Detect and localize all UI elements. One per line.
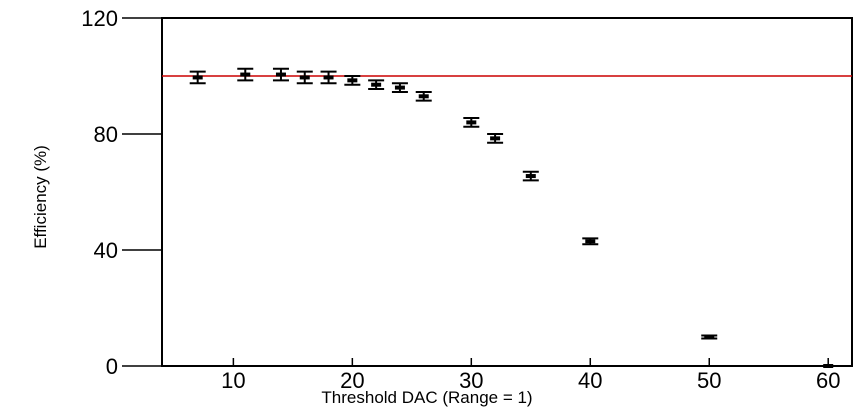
y-axis-label: Efficiency (%) [31,145,50,249]
point-marker [275,72,286,77]
point-marker [371,82,382,87]
point-marker [585,239,596,244]
point-marker [525,174,536,179]
data-point [415,90,432,102]
point-marker [418,94,429,99]
point-marker [323,75,334,80]
x-tick-label: 50 [697,368,721,393]
point-marker [192,75,203,80]
data-point [391,82,408,93]
data-point [823,364,834,368]
data-point [320,70,337,85]
axis-labels: Threshold DAC (Range = 1) Efficiency (%) [31,145,533,407]
y-tick-label: 80 [94,122,118,147]
data-point [272,67,289,82]
data-points [189,67,834,368]
data-point [296,70,313,85]
x-axis-label: Threshold DAC (Range = 1) [321,388,532,407]
point-marker [823,364,834,368]
x-tick-label: 60 [816,368,840,393]
data-point [463,117,480,128]
plot-frame [161,17,853,367]
y-tick-label: 0 [106,354,118,379]
point-marker [466,120,477,125]
point-marker [299,75,310,80]
x-tick-label: 40 [578,368,602,393]
data-point [344,75,361,86]
data-point [522,170,539,182]
y-tick-label: 40 [94,238,118,263]
data-point [189,70,206,85]
axes: 0 40 80 120 10 20 30 40 50 60 [81,6,853,393]
data-point [368,79,385,91]
point-marker [704,335,715,339]
point-marker [490,136,501,141]
x-tick-label: 10 [221,368,245,393]
data-point [701,334,718,340]
x-tick-label: 20 [340,368,364,393]
point-marker [347,78,358,83]
point-marker [240,72,251,77]
data-point [237,67,254,82]
y-tick-label: 120 [81,6,118,31]
data-point [487,133,504,144]
x-tick-label: 30 [459,368,483,393]
point-marker [394,85,405,90]
data-point [582,237,599,246]
